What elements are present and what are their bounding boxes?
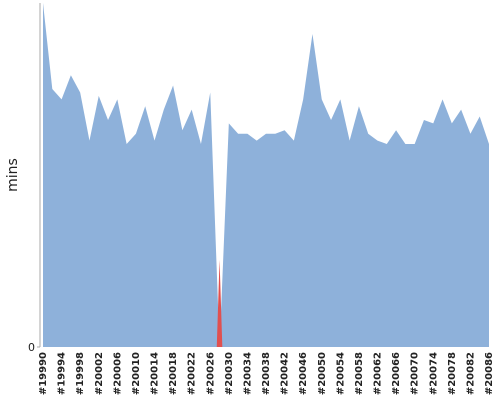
x-tick-label: #19998 — [75, 352, 86, 395]
zero-marker — [216, 259, 223, 347]
x-tick-label: #20002 — [94, 352, 105, 395]
x-tick-label: #20014 — [150, 352, 161, 395]
x-tick-label: #20030 — [224, 352, 235, 395]
x-tick-label: #20026 — [205, 352, 216, 395]
x-tick-label: #20082 — [465, 352, 476, 395]
x-tick-label: #20050 — [317, 352, 328, 395]
x-tick-label: #20058 — [354, 352, 365, 395]
y-tick-label: 0 — [28, 341, 35, 354]
x-tick-label: #20074 — [428, 352, 439, 395]
x-tick-label: #19990 — [38, 352, 49, 395]
x-tick-label: #20062 — [373, 352, 384, 395]
area — [43, 3, 489, 347]
x-tick-label: #20034 — [242, 352, 253, 395]
x-tick-label: #20006 — [112, 352, 123, 395]
x-tick-label: #20070 — [410, 352, 421, 395]
x-tick-label: #20046 — [298, 352, 309, 395]
x-tick-label: #19994 — [57, 352, 68, 395]
x-tick-label: #20086 — [484, 352, 495, 395]
y-axis-label: mins — [5, 158, 21, 192]
x-tick-label: #20042 — [280, 352, 291, 395]
x-tick-label: #20066 — [391, 352, 402, 395]
x-tick-label: #20022 — [187, 352, 198, 395]
x-tick-label: #20054 — [335, 352, 346, 395]
x-tick-label: #20038 — [261, 352, 272, 395]
x-tick-label: #20078 — [447, 352, 458, 395]
x-tick-label: #20010 — [131, 352, 142, 395]
x-tick-label: #20018 — [168, 352, 179, 395]
